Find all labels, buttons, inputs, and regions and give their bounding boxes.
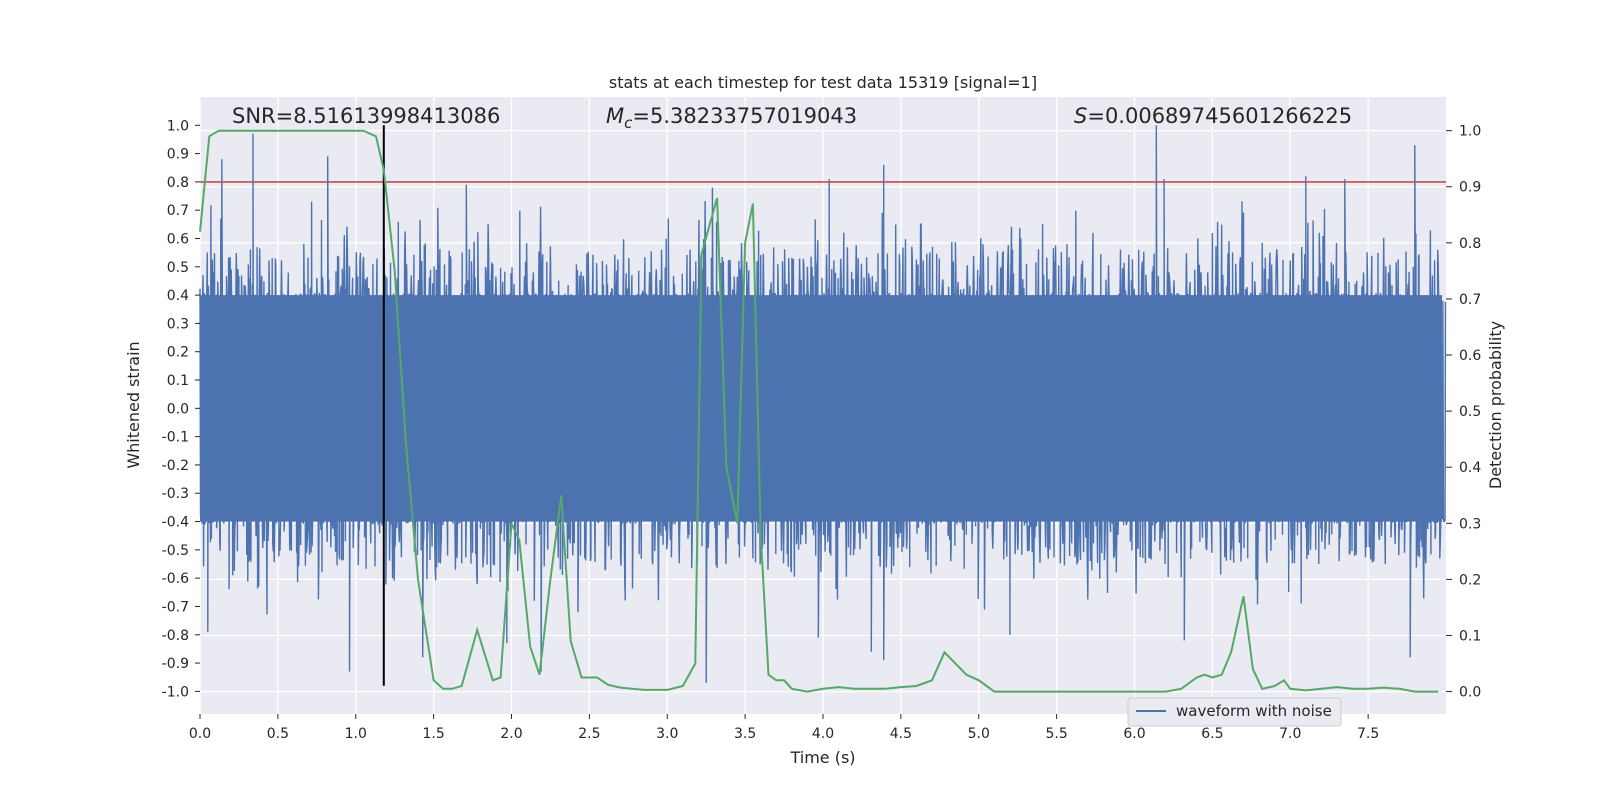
s-symbol: S xyxy=(1074,104,1087,128)
mc-symbol: M xyxy=(606,104,624,128)
y-tick-label: -0.8 xyxy=(162,628,189,644)
x-tick-label: 5.5 xyxy=(1045,726,1067,742)
x-tick-label: 7.5 xyxy=(1357,726,1379,742)
x-tick-label: 6.0 xyxy=(1123,726,1145,742)
waveform-series xyxy=(199,125,1447,683)
y-tick-label: 0.4 xyxy=(167,288,189,304)
y2-tick-label: 0.0 xyxy=(1459,685,1481,701)
y-tick-label: -0.9 xyxy=(162,656,189,672)
y2-tick-label: 0.5 xyxy=(1459,404,1481,420)
legend: waveform with noise xyxy=(1127,697,1342,727)
y2-tick-label: 0.9 xyxy=(1459,180,1481,196)
y2-axis-label: Detection probability xyxy=(1486,321,1505,489)
s-value: =0.00689745601266225 xyxy=(1087,104,1352,128)
y-tick-label: -0.2 xyxy=(162,458,189,474)
y-tick-label: -0.1 xyxy=(162,430,189,446)
chart-title: stats at each timestep for test data 153… xyxy=(609,73,1037,92)
legend-label: waveform with noise xyxy=(1176,702,1332,720)
y2-axis-ticks: 1.0 0.9 0.8 0.7 0.6 0.5 0.4 0.3 0.2 0.1 0.0 xyxy=(1446,124,1481,701)
y-tick-label: 0.0 xyxy=(167,401,189,417)
x-tick-label: 4.0 xyxy=(812,726,834,742)
y-tick-label: 0.3 xyxy=(167,316,189,332)
waveform-trace xyxy=(199,125,1447,683)
y2-tick-label: 0.3 xyxy=(1459,516,1481,532)
y-tick-label: 0.9 xyxy=(167,147,189,163)
y-tick-label: -0.5 xyxy=(162,543,189,559)
x-tick-label: 0.0 xyxy=(189,726,211,742)
y-tick-label: -0.7 xyxy=(162,599,189,615)
x-axis-label: Time (s) xyxy=(789,748,855,767)
y2-tick-label: 0.2 xyxy=(1459,572,1481,588)
y-tick-label: 1.0 xyxy=(167,118,189,134)
x-tick-label: 1.5 xyxy=(422,726,444,742)
y-tick-label: 0.8 xyxy=(167,175,189,191)
y-axis-ticks: 1.0 0.9 0.8 0.7 0.6 0.5 0.4 0.3 0.2 0.1 0.0 -0.1 -0.… xyxy=(162,118,200,700)
x-tick-label: 2.5 xyxy=(578,726,600,742)
x-tick-label: 6.5 xyxy=(1201,726,1223,742)
legend-box xyxy=(1127,697,1342,727)
y-tick-label: 0.6 xyxy=(167,232,189,248)
x-axis-ticks: 0.0 0.5 1.0 1.5 2.0 2.5 3.0 3.5 4.0 4.5 5.0 5.5 6.0 6… xyxy=(189,714,1379,742)
x-tick-label: 5.0 xyxy=(968,726,990,742)
y-tick-label: -0.3 xyxy=(162,486,189,502)
y2-tick-label: 1.0 xyxy=(1459,124,1481,140)
x-tick-label: 3.0 xyxy=(656,726,678,742)
x-tick-label: 0.5 xyxy=(267,726,289,742)
x-tick-label: 2.0 xyxy=(500,726,522,742)
y-tick-label: 0.2 xyxy=(167,345,189,361)
y2-tick-label: 0.1 xyxy=(1459,628,1481,644)
mc-annotation: Mc=5.38233757019043 xyxy=(606,104,857,132)
y-tick-label: 0.7 xyxy=(167,203,189,219)
mc-value: =5.38233757019043 xyxy=(632,104,857,128)
y2-tick-label: 0.7 xyxy=(1459,292,1481,308)
y-tick-label: 0.5 xyxy=(167,260,189,276)
x-tick-label: 7.0 xyxy=(1279,726,1301,742)
s-annotation: S=0.00689745601266225 xyxy=(1074,104,1352,128)
y-axis-label: Whitened strain xyxy=(124,341,143,468)
mc-subscript: c xyxy=(624,114,633,132)
y-tick-label: -0.6 xyxy=(162,571,189,587)
x-tick-label: 1.0 xyxy=(345,726,367,742)
detection-probability-line xyxy=(199,129,1439,693)
y2-tick-label: 0.4 xyxy=(1459,460,1481,476)
x-tick-label: 3.5 xyxy=(734,726,756,742)
y-tick-label: -0.4 xyxy=(162,515,189,531)
y-tick-label: 0.1 xyxy=(167,373,189,389)
x-tick-label: 4.5 xyxy=(890,726,912,742)
snr-annotation: SNR=8.51613998413086 xyxy=(232,104,500,128)
y-tick-label: -1.0 xyxy=(162,684,189,700)
y2-tick-label: 0.6 xyxy=(1459,348,1481,364)
y2-tick-label: 0.8 xyxy=(1459,236,1481,252)
